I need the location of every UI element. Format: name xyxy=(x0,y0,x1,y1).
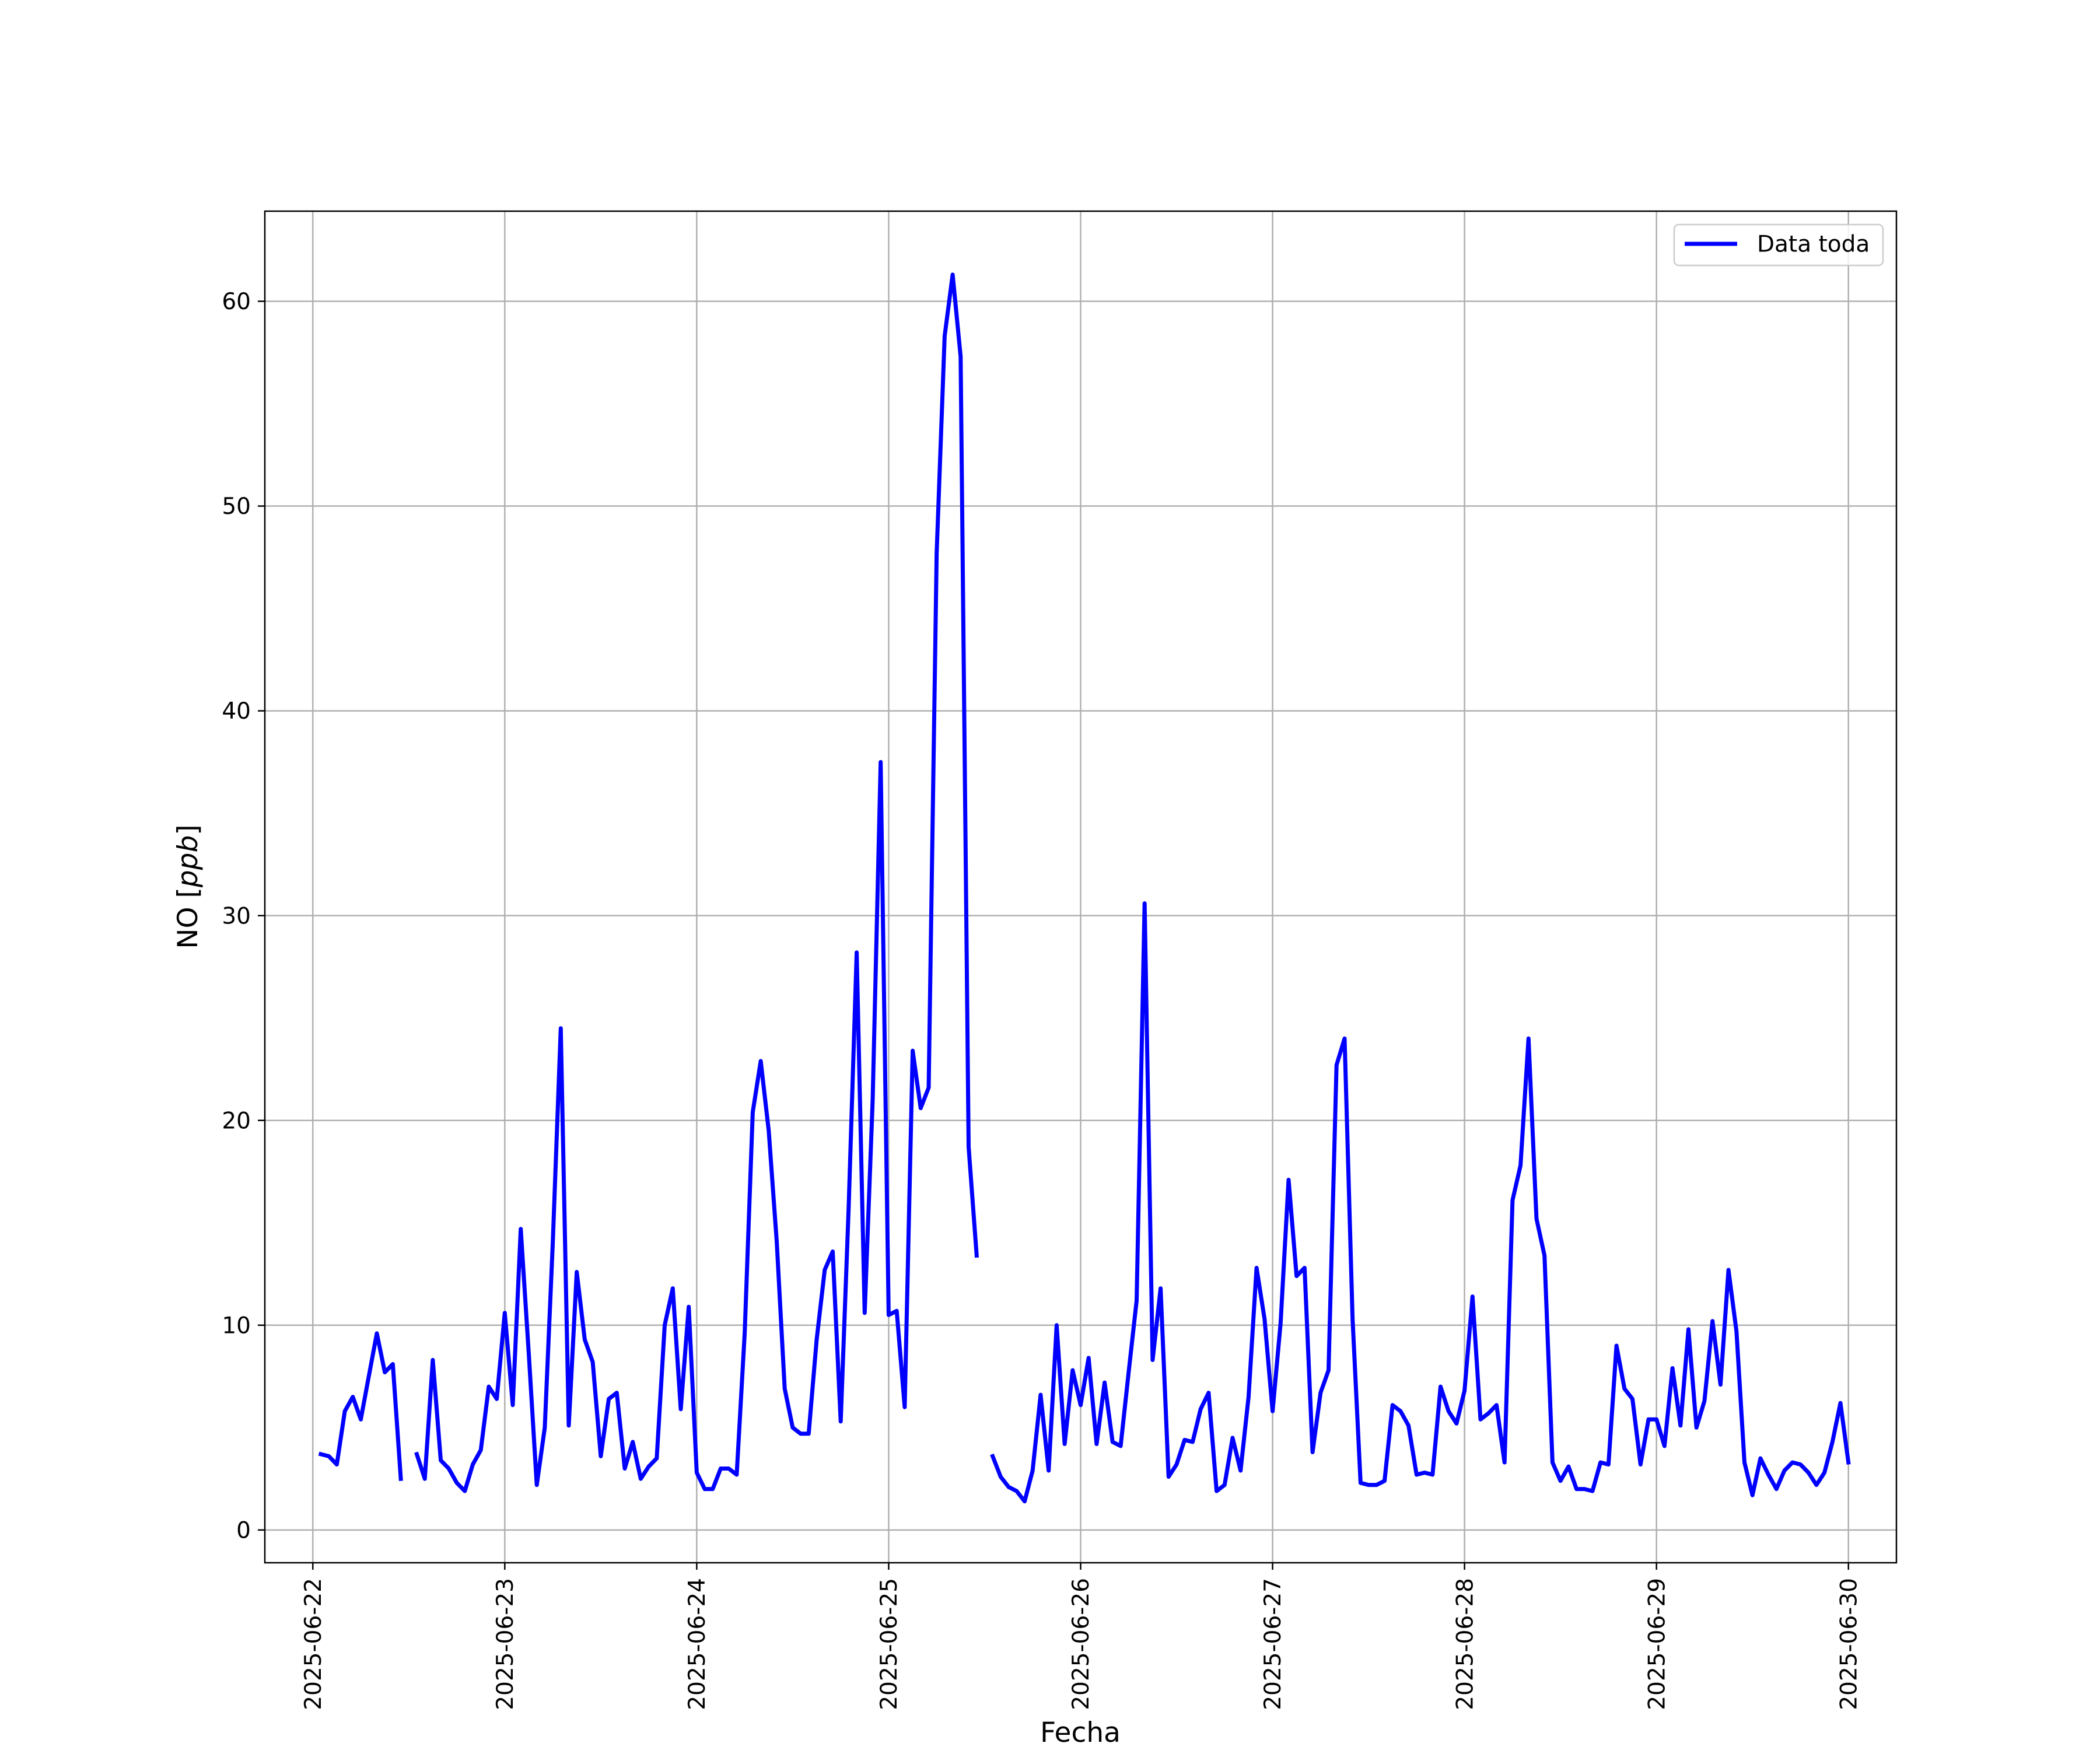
legend-label: Data toda xyxy=(1757,232,1870,258)
x-tick-label: 2025-06-24 xyxy=(684,1578,710,1710)
x-tick-label: 2025-06-27 xyxy=(1260,1578,1286,1710)
x-axis-label: Fecha xyxy=(1040,1717,1121,1749)
x-tick-label: 2025-06-26 xyxy=(1068,1578,1094,1710)
y-tick-label: 20 xyxy=(222,1108,251,1134)
y-tick-label: 40 xyxy=(222,698,251,724)
x-tick-label: 2025-06-23 xyxy=(492,1578,519,1710)
y-tick-label: 50 xyxy=(222,494,251,520)
legend-frame xyxy=(1673,223,1884,267)
x-tick-label: 2025-06-22 xyxy=(300,1578,327,1710)
x-tick-label: 2025-06-25 xyxy=(876,1578,902,1710)
y-tick-label: 10 xyxy=(222,1312,251,1339)
y-tick-label: 30 xyxy=(222,903,251,929)
grid-lines xyxy=(265,211,1896,1563)
x-tick-label: 2025-06-29 xyxy=(1644,1578,1670,1710)
y-axis-label: NO [ppb] xyxy=(172,824,204,949)
legend: Data toda xyxy=(1673,223,1884,267)
axis-ticks: 2025-06-22 2025-06-23 2025-06-24 2025-06-25… xyxy=(222,289,1862,1710)
series-layer xyxy=(318,272,1851,1504)
x-tick-label: 2025-06-28 xyxy=(1452,1578,1478,1710)
y-tick-label: 0 xyxy=(236,1517,251,1544)
y-tick-label: 60 xyxy=(222,289,251,315)
x-tick-label: 2025-06-30 xyxy=(1836,1578,1862,1710)
series-line-data-toda xyxy=(318,272,1851,1504)
